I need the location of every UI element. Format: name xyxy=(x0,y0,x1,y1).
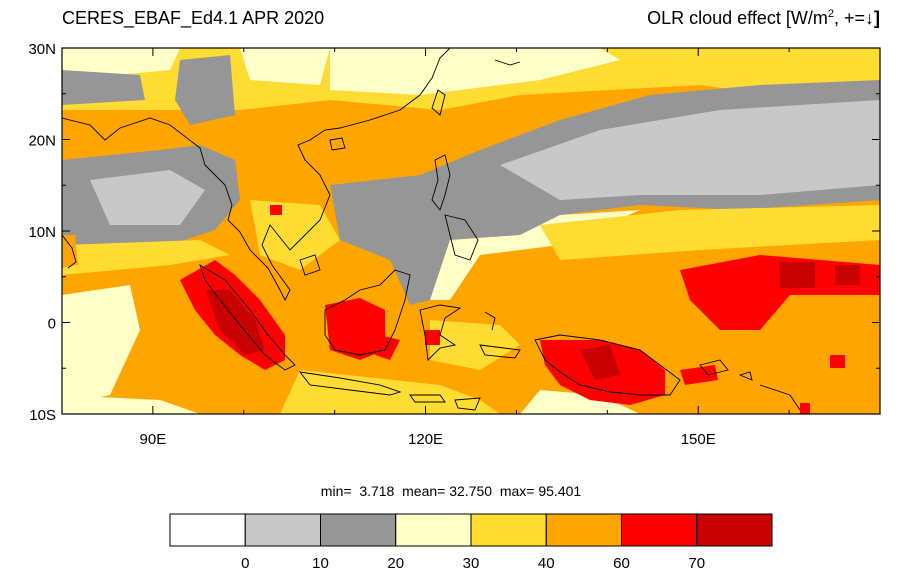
lon-tick-label: 120E xyxy=(408,431,443,448)
variable-title: OLR cloud effect [W/m2, +=↓] xyxy=(647,8,880,28)
statistics-line: min= 3.718 mean= 32.750 max= 95.401 xyxy=(320,483,582,499)
lat-tick-label: 10N xyxy=(28,224,56,241)
coastlines xyxy=(62,48,801,411)
lon-tick-label: 150E xyxy=(681,431,716,448)
lat-tick-label: 30N xyxy=(28,41,56,58)
cloud-effect-field xyxy=(62,48,880,414)
lat-tick-label: 10S xyxy=(29,407,56,424)
lat-tick-label: 0 xyxy=(48,316,56,333)
lon-tick-label: 90E xyxy=(140,431,167,448)
axes: 30N 20N 10N 0 10S 90E 120E 150E xyxy=(28,41,881,448)
map-title: CERES_EBAF_Ed4.1 APR 2020 xyxy=(62,8,325,28)
lat-tick-label: 20N xyxy=(28,133,56,150)
